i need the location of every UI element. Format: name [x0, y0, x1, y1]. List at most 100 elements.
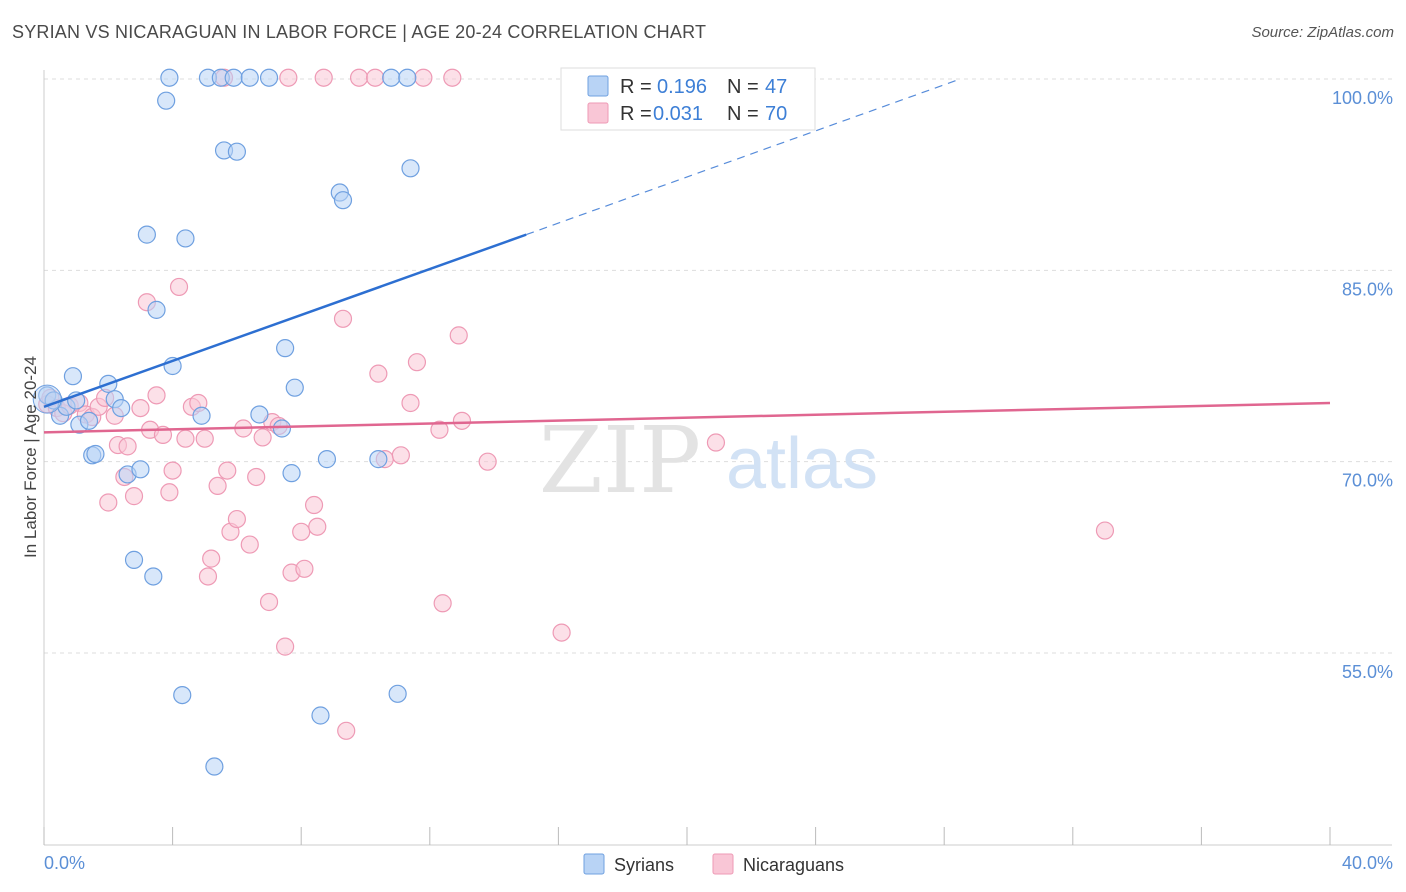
nicaraguans-points [38, 68, 1115, 740]
y-tick-label: 55.0% [1342, 662, 1393, 682]
grid-lines [44, 78, 1392, 654]
data-point [169, 277, 189, 297]
x-tick-label-max: 40.0% [1342, 853, 1393, 873]
data-point [337, 721, 356, 740]
data-point [144, 567, 163, 586]
data-point [63, 367, 83, 386]
data-point [366, 68, 385, 87]
data-point [176, 229, 195, 248]
data-point [401, 159, 420, 178]
data-point [443, 68, 462, 87]
data-point [160, 483, 179, 502]
data-point [240, 535, 259, 554]
data-point [112, 398, 131, 418]
y-tick-label: 100.0% [1332, 88, 1393, 108]
data-point [137, 225, 156, 244]
legend-nicaraguans-r-value: 0.031 [653, 103, 703, 125]
watermark-atlas: atlas [726, 424, 878, 504]
data-point [240, 68, 259, 87]
data-point [279, 68, 298, 87]
data-point [99, 493, 118, 512]
data-point [32, 384, 62, 414]
syrians-trend-line [43, 233, 527, 408]
data-point [86, 444, 105, 464]
legend-syrians-n-value: 47 [765, 76, 787, 98]
legend-swatch-syrians [587, 75, 609, 97]
nicaraguans-trend-line [43, 401, 1331, 434]
data-point [317, 450, 337, 469]
data-point [157, 91, 176, 110]
data-point [478, 452, 497, 471]
legend-syrians-r-label: R = [620, 76, 652, 98]
data-point [430, 420, 449, 439]
data-point [285, 378, 304, 397]
legend-syrians-r-value: 0.196 [657, 76, 707, 98]
data-point [227, 142, 246, 161]
y-axis-label: In Labor Force | Age 20-24 [21, 356, 40, 558]
data-point [452, 411, 472, 430]
x-tick-label-min: 0.0% [44, 853, 85, 873]
data-point [176, 429, 195, 448]
y-tick-label: 85.0% [1342, 279, 1393, 299]
data-point [173, 685, 192, 705]
data-point [192, 406, 211, 425]
data-point [1095, 521, 1115, 540]
chart-title: SYRIAN VS NICARAGUAN IN LABOR FORCE | AG… [12, 22, 707, 42]
data-point [147, 386, 166, 405]
data-point [282, 464, 301, 483]
data-point [333, 309, 353, 328]
data-point [208, 476, 227, 496]
bottom-legend-swatch-syrians [583, 853, 605, 875]
syrians-points [32, 68, 420, 776]
data-point [369, 364, 388, 383]
data-point [131, 460, 150, 479]
data-point [272, 419, 292, 438]
data-point [218, 461, 237, 480]
data-point [163, 461, 182, 480]
data-point [433, 594, 452, 613]
data-point [198, 567, 218, 586]
data-point [311, 706, 330, 725]
legend-swatch-nicaraguans [587, 102, 609, 124]
legend-nicaraguans-n-label: N = [727, 103, 759, 125]
y-tick-labels: 100.0% 85.0% 70.0% 55.0% [1332, 88, 1393, 682]
data-point [295, 559, 314, 578]
data-point [147, 300, 166, 319]
data-point [253, 428, 272, 447]
data-point [552, 623, 571, 642]
syrians-trend-extension [526, 78, 961, 236]
watermark-zip: ZIP [539, 407, 701, 514]
data-point [414, 68, 433, 87]
legend-nicaraguans-n-value: 70 [765, 103, 787, 125]
axes [43, 70, 1392, 846]
data-point [333, 191, 353, 210]
data-point [259, 592, 279, 612]
chart-source: Source: ZipAtlas.com [1251, 24, 1394, 41]
data-point [382, 68, 401, 87]
data-point [706, 433, 726, 452]
data-point [124, 487, 144, 506]
bottom-legend-nicaraguans: Nicaraguans [743, 855, 844, 875]
watermark: ZIP atlas [539, 407, 878, 514]
data-point [131, 398, 150, 418]
bottom-legend-swatch-nicaraguans [712, 853, 734, 875]
data-point [388, 684, 407, 703]
data-point [276, 637, 295, 656]
trend-lines [43, 78, 1331, 434]
data-point [292, 522, 311, 541]
bottom-legend-syrians: Syrians [614, 855, 674, 875]
legend-syrians-n-label: N = [727, 76, 759, 98]
data-point [202, 549, 221, 568]
legend-nicaraguans-r-label: R = [620, 103, 652, 125]
data-point [227, 509, 246, 529]
data-point [314, 68, 333, 87]
data-point [124, 550, 144, 569]
data-point [401, 393, 420, 413]
data-point [205, 757, 224, 776]
top-legend: R = 0.196 N = 47 R = 0.031 N = 70 [560, 67, 816, 131]
data-point [118, 437, 137, 456]
data-point [407, 353, 427, 372]
data-point [391, 446, 410, 465]
data-point [160, 68, 179, 87]
bottom-legend: Syrians Nicaraguans [583, 853, 844, 875]
